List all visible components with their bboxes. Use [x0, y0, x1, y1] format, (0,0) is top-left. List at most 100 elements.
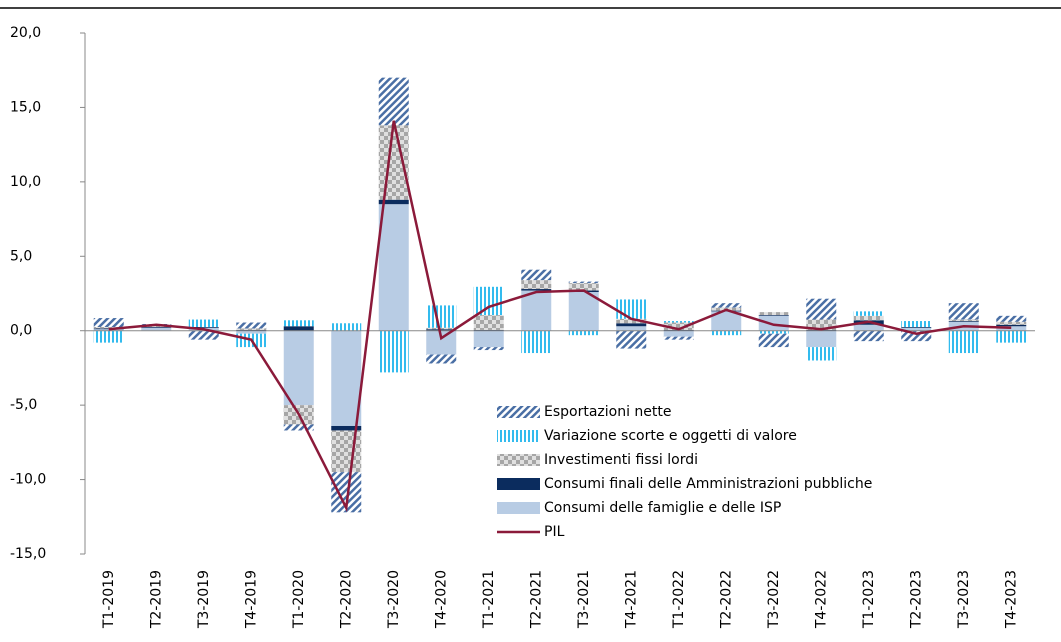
bar-segment	[521, 289, 552, 291]
x-tick-label: T3-2020	[386, 570, 402, 629]
bar-segment	[806, 319, 837, 330]
y-tick-label: -15,0	[10, 546, 46, 562]
bar-segment	[426, 354, 457, 364]
x-tick-label: T4-2023	[1003, 570, 1019, 629]
x-tick-label: T2-2023	[908, 570, 924, 629]
bar-segment	[141, 325, 172, 327]
bar-segment	[901, 326, 932, 328]
bar-segment	[426, 329, 457, 331]
bar-segment	[568, 330, 599, 336]
bar-segment	[996, 330, 1027, 343]
y-tick-label: -10,0	[10, 472, 46, 488]
bar-segment	[141, 326, 172, 328]
bar-segment	[853, 324, 884, 331]
bar-segment	[853, 311, 884, 316]
bar-segment	[378, 204, 409, 331]
y-tick-label: 0,0	[10, 323, 32, 339]
x-tick-label: T2-2020	[338, 570, 354, 629]
bar-segment	[473, 286, 504, 316]
bar-segment	[331, 425, 362, 431]
legend-label: PIL	[544, 524, 565, 540]
bar-segment	[901, 327, 932, 331]
bar-segment	[758, 315, 789, 331]
bar-segment	[568, 292, 599, 331]
bar-segment	[806, 330, 837, 348]
x-tick-label: T1-2023	[861, 570, 877, 629]
bar-segment	[283, 424, 314, 431]
bar-segment	[663, 336, 694, 340]
bar-segment	[378, 77, 409, 126]
legend-swatch	[497, 430, 540, 442]
bar-segment	[616, 299, 647, 319]
bar-segment	[853, 315, 884, 321]
bar-segment	[473, 315, 504, 330]
bar-segment	[663, 330, 694, 337]
bar-segment	[616, 323, 647, 327]
bar-segment	[93, 326, 124, 329]
bar-segment	[236, 328, 267, 330]
x-tick-label: T4-2020	[433, 570, 449, 629]
x-tick-label: T2-2019	[148, 570, 164, 629]
x-tick-label: T1-2021	[481, 570, 497, 629]
bar-segment	[901, 321, 932, 327]
legend-label: Consumi finali delle Amministrazioni pub…	[544, 476, 872, 492]
x-tick-label: T3-2022	[766, 570, 782, 629]
bar-segment	[93, 329, 124, 331]
bar-segment	[758, 315, 789, 316]
y-tick-label: 5,0	[10, 248, 32, 264]
y-tick-label: -5,0	[10, 397, 37, 413]
bar-segment	[93, 318, 124, 327]
bar-segment	[426, 305, 457, 328]
x-tick-label: T4-2022	[813, 570, 829, 629]
bar-segment	[948, 321, 979, 322]
legend-swatch	[497, 454, 540, 466]
x-tick-label: T1-2019	[101, 570, 117, 629]
bar-segment	[568, 283, 599, 291]
bar-segment	[948, 303, 979, 320]
x-tick-label: T4-2019	[243, 570, 259, 629]
bar-segment	[521, 269, 552, 281]
bar-segment	[331, 430, 362, 473]
bar-segment	[758, 312, 789, 316]
bar-segment	[948, 330, 979, 354]
bar-segment	[901, 330, 932, 342]
x-tick-label: T3-2023	[956, 570, 972, 629]
bar-segment	[996, 326, 1027, 331]
legend-swatch	[497, 478, 540, 490]
bar-segment	[711, 330, 742, 336]
bar-segment	[711, 311, 742, 331]
x-tick-label: T1-2022	[671, 570, 687, 629]
bar-segment	[948, 319, 979, 322]
legend-label: Esportazioni nette	[544, 404, 672, 420]
y-tick-label: 10,0	[10, 174, 41, 190]
bar-segment	[93, 330, 124, 343]
bar-segment	[758, 330, 789, 334]
bar-segment	[378, 125, 409, 200]
x-tick-label: T3-2021	[576, 570, 592, 629]
bar-segment	[996, 315, 1027, 322]
bar-segment	[283, 326, 314, 331]
legend-label: Investimenti fissi lordi	[544, 452, 698, 468]
y-tick-label: 20,0	[10, 25, 41, 41]
bar-segment	[521, 290, 552, 331]
bar-segment	[378, 330, 409, 373]
bar-segment	[758, 333, 789, 348]
bar-segment	[853, 330, 884, 342]
x-tick-label: T3-2019	[196, 570, 212, 629]
bar-segment	[283, 320, 314, 327]
legend-swatch	[497, 502, 540, 514]
bar-segment	[141, 327, 172, 331]
line-series	[108, 120, 1012, 513]
bar-segment	[616, 326, 647, 331]
bar-segment	[426, 327, 457, 330]
bar-segment	[331, 330, 362, 426]
bar-segment	[473, 330, 504, 348]
bar-segment	[188, 330, 219, 340]
bar-segment	[711, 303, 742, 308]
bar-segment	[568, 281, 599, 284]
x-tick-label: T2-2022	[718, 570, 734, 629]
bar-segment	[521, 280, 552, 290]
bar-segment	[283, 330, 314, 406]
x-tick-label: T1-2020	[291, 570, 307, 629]
